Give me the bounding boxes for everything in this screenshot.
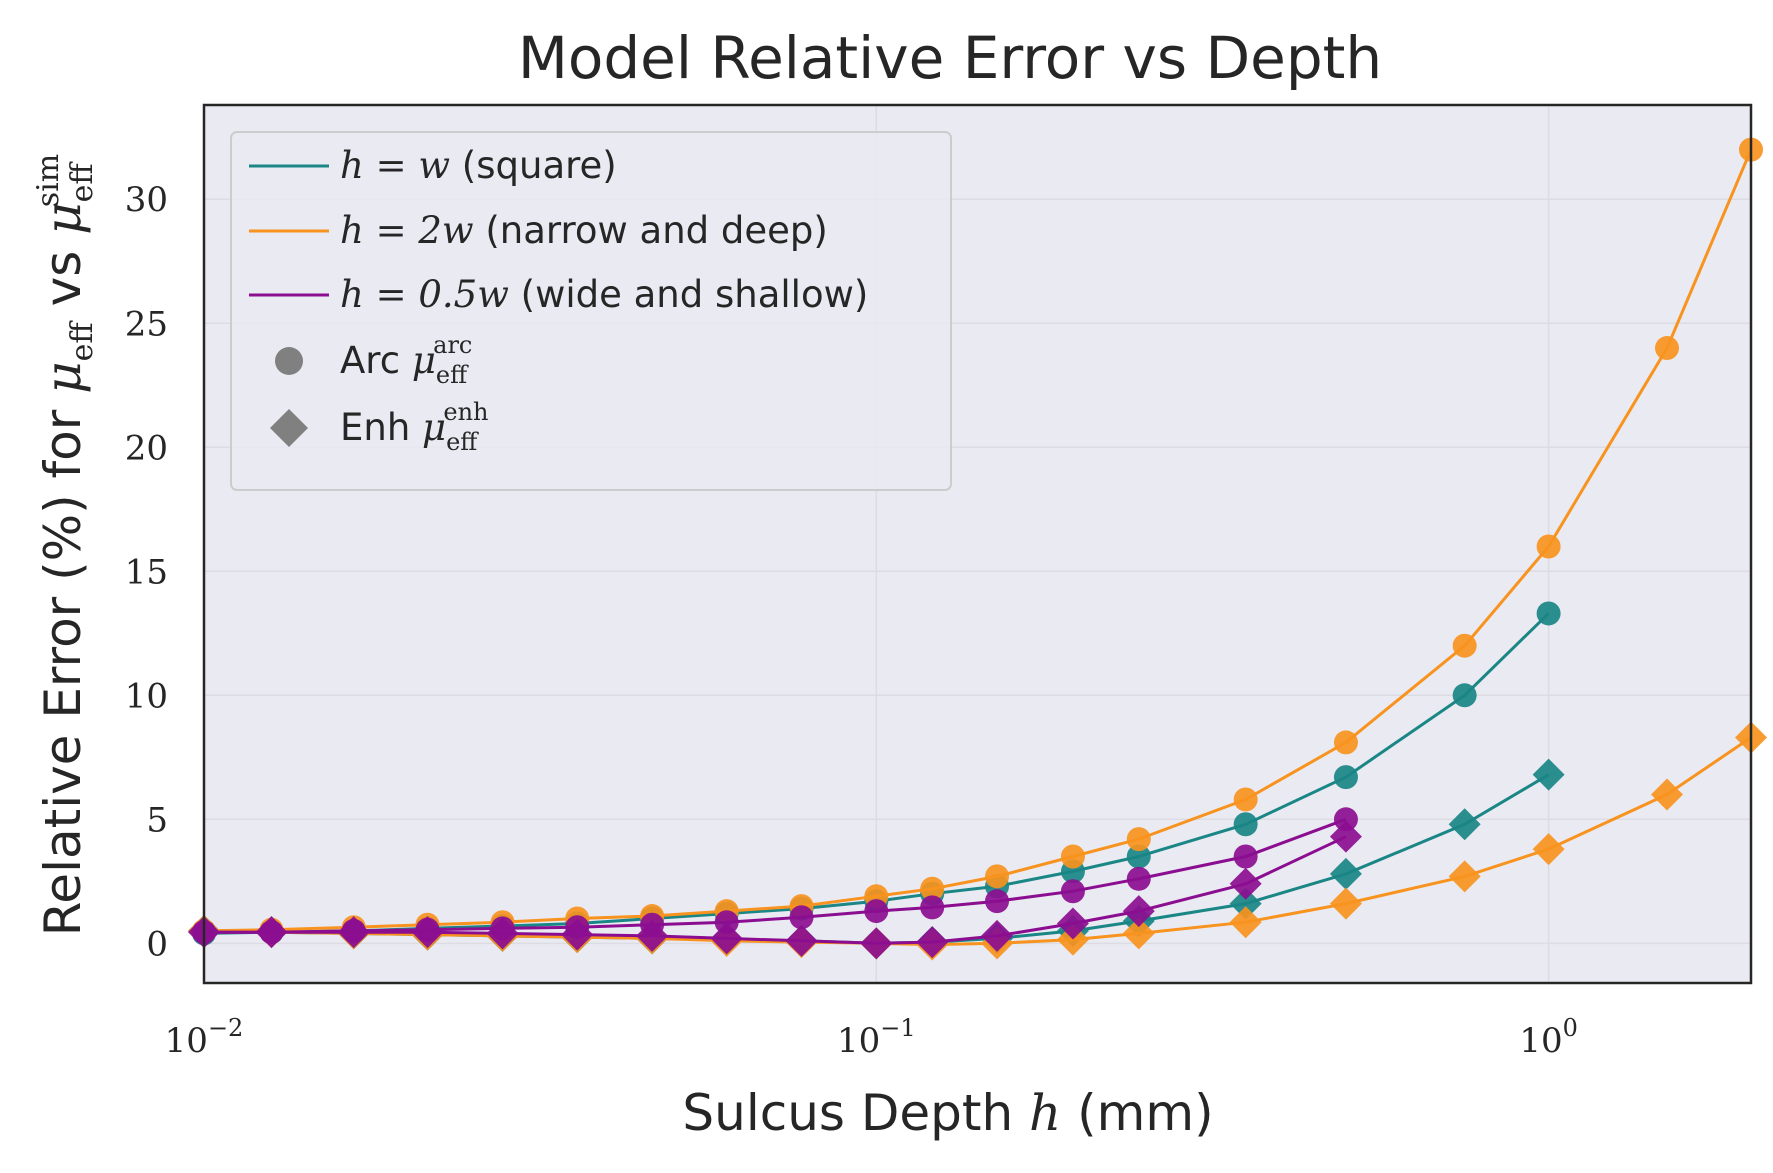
series-line: [204, 817, 1347, 934]
data-point-diamond: [1229, 867, 1262, 900]
data-point-circle: [1060, 879, 1085, 904]
chart-title: Model Relative Error vs Depth: [518, 24, 1382, 92]
x-tick-label: 100: [1519, 1014, 1578, 1061]
data-point-circle: [1655, 336, 1680, 361]
legend-item-0: h = w (square): [249, 144, 617, 187]
data-point-circle: [1126, 844, 1151, 869]
data-point-circle: [1452, 683, 1477, 708]
data-point-diamond: [710, 922, 743, 955]
legend-box: [230, 131, 952, 491]
legend-label: h = w (square): [340, 144, 617, 187]
data-point-diamond: [1532, 758, 1565, 791]
data-point-circle: [1333, 765, 1358, 790]
x-tick-label: 10−1: [837, 1014, 916, 1061]
plot-frame: [202, 103, 1753, 985]
data-point-circle: [1233, 787, 1258, 812]
legend-swatch-diamond: [270, 409, 308, 447]
legend-item-2: h = 0.5w (wide and shallow): [249, 273, 868, 316]
data-point-diamond: [1122, 917, 1155, 950]
data-point-circle: [1126, 866, 1151, 891]
data-point-diamond: [636, 919, 669, 952]
data-point-circle: [920, 895, 945, 920]
data-point-diamond: [1056, 923, 1089, 956]
legend-swatch-circle: [275, 347, 303, 375]
data-point-circle: [1333, 807, 1358, 832]
data-point-circle: [864, 899, 889, 924]
data-point-circle: [789, 905, 814, 930]
y-tick-label: 25: [125, 304, 168, 344]
data-point-circle: [985, 864, 1010, 889]
x-axis-label: Sulcus Depth h (mm): [682, 1084, 1213, 1142]
y-tick-label: 15: [125, 552, 168, 592]
data-point-circle: [714, 910, 739, 935]
data-point-diamond: [486, 917, 519, 950]
series-line: [204, 835, 1347, 945]
data-point-diamond: [561, 918, 594, 951]
data-point-diamond: [981, 919, 1014, 952]
data-point-diamond: [1056, 907, 1089, 940]
series-line: [203, 149, 1753, 933]
legend-label: Enh μeffenh: [340, 398, 488, 456]
legend: h = w (square) h = 2w (narrow and deep) h …: [230, 131, 952, 491]
data-point-diamond: [411, 916, 444, 949]
data-point-circle: [1060, 844, 1085, 869]
data-point-diamond: [1229, 906, 1262, 939]
data-point-diamond: [785, 924, 818, 957]
y-tick-label: 30: [125, 180, 168, 220]
data-point-diamond: [1329, 857, 1362, 890]
legend-label: h = 2w (narrow and deep): [340, 209, 828, 252]
data-point-diamond: [1329, 820, 1362, 853]
data-point-diamond: [1651, 778, 1684, 811]
legend-item-1: h = 2w (narrow and deep): [249, 209, 828, 252]
y-tick-label: 0: [146, 924, 168, 964]
data-point-diamond: [1448, 808, 1481, 841]
data-point-circle: [1233, 844, 1258, 869]
data-point-diamond: [255, 916, 288, 949]
legend-item-3: Arc μeffarc: [275, 331, 472, 389]
data-point-circle: [1333, 730, 1358, 755]
axis-ticks: 0 5 10 15 20 25 30 10−2 10−1 100: [125, 180, 1578, 1061]
series-layer: [188, 137, 1767, 961]
y-tick-label: 5: [146, 800, 168, 840]
data-point-circle: [1126, 827, 1151, 852]
legend-label: h = 0.5w (wide and shallow): [340, 273, 868, 316]
data-point-circle: [1452, 633, 1477, 658]
data-point-diamond: [916, 926, 949, 959]
data-point-circle: [985, 889, 1010, 914]
data-point-diamond: [1229, 887, 1262, 920]
legend-label: Arc μeffarc: [340, 331, 472, 389]
data-point-circle: [1233, 812, 1258, 837]
data-point-circle: [1536, 601, 1561, 626]
data-point-diamond: [1532, 833, 1565, 866]
y-tick-label: 10: [125, 676, 168, 716]
data-point-circle: [920, 876, 945, 901]
data-point-diamond: [1329, 887, 1362, 920]
data-point-diamond: [1448, 860, 1481, 893]
legend-item-4: Enh μeffenh: [270, 398, 488, 456]
data-point-diamond: [1122, 895, 1155, 928]
x-tick-label: 10−2: [165, 1014, 244, 1061]
data-point-diamond: [337, 916, 370, 949]
data-point-diamond: [860, 927, 893, 960]
y-axis-label: Relative Error (%) for μeff vs μeffsim: [31, 154, 100, 936]
data-point-circle: [1536, 534, 1561, 559]
series-wide-diamond: [188, 820, 1362, 960]
y-tick-label: 20: [125, 428, 168, 468]
